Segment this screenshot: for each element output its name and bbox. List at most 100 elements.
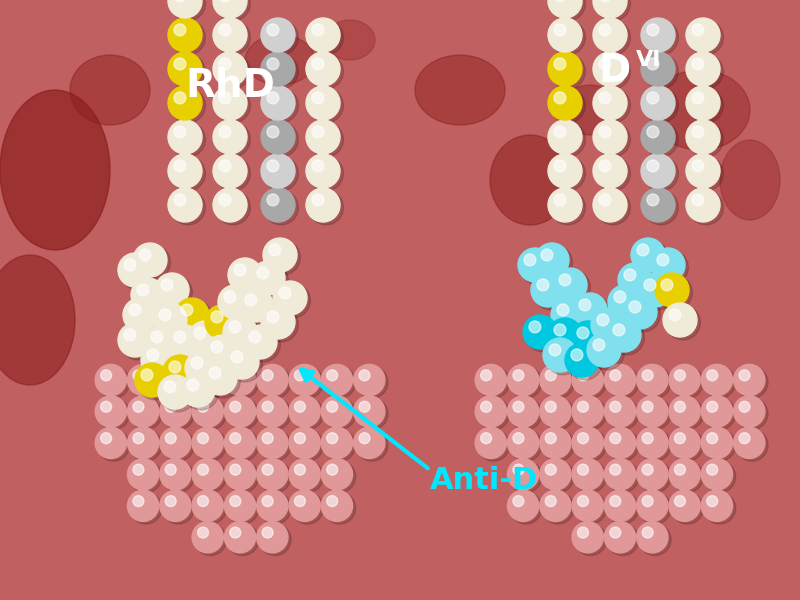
Circle shape [686, 154, 720, 188]
Circle shape [216, 54, 250, 89]
Circle shape [639, 461, 671, 493]
Circle shape [554, 194, 566, 206]
Circle shape [257, 521, 288, 553]
Circle shape [647, 126, 659, 138]
Circle shape [642, 464, 653, 475]
Circle shape [554, 92, 566, 104]
Circle shape [168, 86, 202, 120]
Circle shape [135, 363, 169, 397]
Circle shape [224, 521, 256, 553]
Circle shape [136, 245, 170, 280]
Circle shape [194, 524, 226, 556]
Circle shape [174, 92, 186, 104]
Circle shape [246, 327, 280, 362]
Circle shape [266, 240, 301, 275]
Circle shape [593, 86, 627, 120]
Circle shape [211, 311, 223, 323]
Ellipse shape [325, 20, 375, 60]
Circle shape [124, 259, 136, 271]
Circle shape [184, 375, 218, 410]
Circle shape [524, 254, 536, 266]
Circle shape [674, 401, 686, 412]
Circle shape [596, 122, 630, 157]
Circle shape [326, 401, 338, 412]
Circle shape [291, 367, 323, 398]
Circle shape [264, 122, 298, 157]
Circle shape [192, 521, 223, 553]
Circle shape [593, 52, 627, 86]
Circle shape [702, 427, 733, 458]
Circle shape [548, 52, 582, 86]
Circle shape [644, 190, 678, 225]
Circle shape [203, 361, 237, 395]
Circle shape [289, 364, 320, 395]
Circle shape [264, 20, 298, 55]
Circle shape [607, 429, 638, 461]
Circle shape [548, 188, 582, 222]
Circle shape [211, 341, 223, 353]
Circle shape [227, 429, 258, 461]
Circle shape [666, 305, 701, 340]
Circle shape [263, 238, 297, 272]
Circle shape [644, 88, 678, 123]
Circle shape [228, 347, 262, 382]
Circle shape [689, 156, 723, 191]
Circle shape [224, 427, 256, 458]
Ellipse shape [650, 70, 750, 150]
Circle shape [478, 398, 510, 430]
Circle shape [289, 427, 320, 458]
Circle shape [540, 427, 571, 458]
Circle shape [356, 429, 388, 461]
Circle shape [639, 524, 671, 556]
Circle shape [261, 52, 295, 86]
Circle shape [507, 427, 538, 458]
Circle shape [209, 367, 221, 379]
Circle shape [126, 300, 160, 335]
Circle shape [198, 496, 209, 506]
Circle shape [578, 464, 589, 475]
Text: VI: VI [636, 50, 662, 70]
Circle shape [510, 367, 542, 398]
Circle shape [262, 464, 273, 475]
Circle shape [518, 248, 552, 282]
Circle shape [574, 429, 606, 461]
Circle shape [644, 279, 656, 291]
Circle shape [572, 364, 603, 395]
Circle shape [572, 459, 603, 490]
Circle shape [540, 364, 571, 395]
Circle shape [674, 370, 686, 381]
Circle shape [507, 364, 538, 395]
Circle shape [671, 367, 703, 398]
Circle shape [306, 18, 340, 52]
Circle shape [121, 255, 155, 290]
Circle shape [123, 298, 157, 332]
Circle shape [593, 120, 627, 154]
Circle shape [127, 396, 158, 427]
Circle shape [644, 122, 678, 157]
Circle shape [610, 401, 621, 412]
Circle shape [166, 464, 176, 475]
Circle shape [554, 126, 566, 138]
Circle shape [326, 496, 338, 506]
Circle shape [291, 492, 323, 524]
Circle shape [546, 340, 581, 375]
Text: D: D [598, 52, 630, 90]
Circle shape [590, 335, 625, 370]
Circle shape [213, 52, 247, 86]
Circle shape [133, 496, 144, 506]
Circle shape [706, 496, 718, 506]
Circle shape [657, 254, 669, 266]
Circle shape [312, 92, 324, 104]
Circle shape [322, 364, 353, 395]
Circle shape [243, 325, 277, 359]
Circle shape [216, 0, 250, 21]
Circle shape [309, 20, 343, 55]
Circle shape [550, 88, 586, 123]
Circle shape [513, 496, 524, 506]
Circle shape [521, 250, 555, 285]
Circle shape [572, 521, 603, 553]
Circle shape [322, 427, 353, 458]
Circle shape [262, 433, 273, 443]
Circle shape [704, 461, 736, 493]
Circle shape [309, 54, 343, 89]
